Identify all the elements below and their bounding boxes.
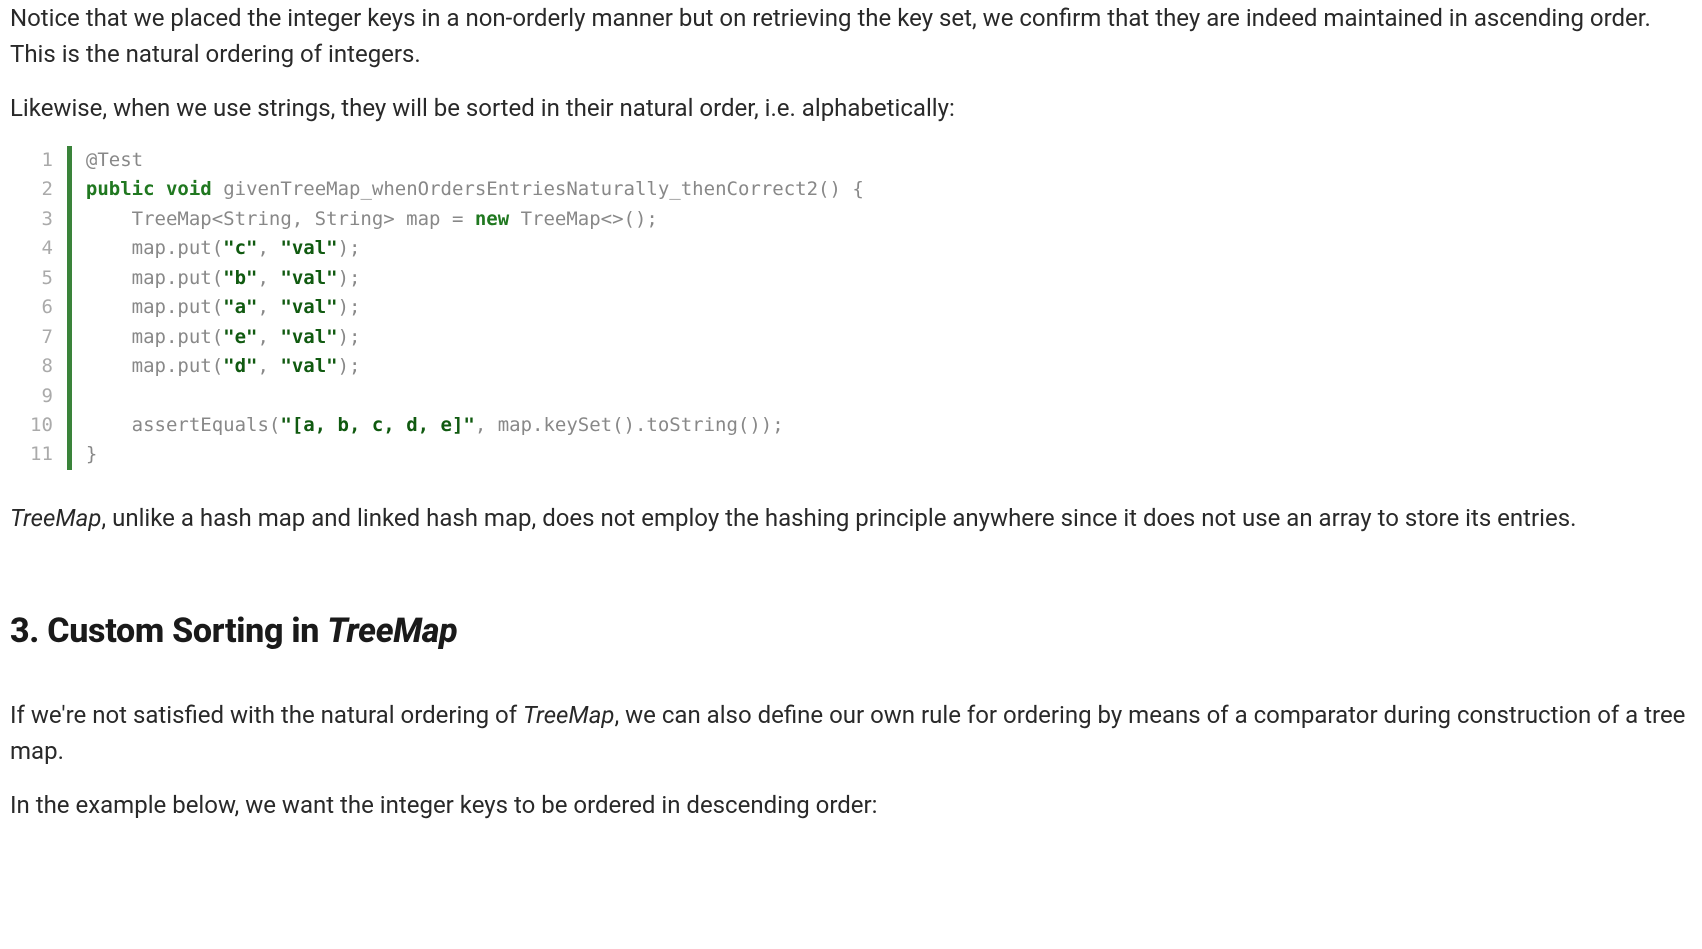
code-line: map.put("e", "val"); — [86, 323, 864, 352]
code-line: map.put("d", "val"); — [86, 352, 864, 381]
treemap-italic: TreeMap — [10, 504, 101, 532]
p4-italic: TreeMap — [523, 701, 614, 729]
code-line-number: 5 — [30, 264, 53, 293]
code-line-number: 1 — [30, 146, 53, 175]
heading-italic: TreeMap — [327, 611, 457, 651]
paragraph-intro-2: Likewise, when we use strings, they will… — [10, 90, 1692, 126]
treemap-note-rest: , unlike a hash map and linked hash map,… — [101, 504, 1576, 532]
code-line: map.put("a", "val"); — [86, 293, 864, 322]
paragraph-custom-sorting-1: If we're not satisfied with the natural … — [10, 697, 1692, 769]
code-gutter: 1234567891011 — [30, 146, 67, 470]
code-line: map.put("b", "val"); — [86, 264, 864, 293]
code-line: @Test — [86, 146, 864, 175]
code-line: map.put("c", "val"); — [86, 234, 864, 263]
code-line — [86, 382, 864, 411]
code-line-number: 11 — [30, 440, 53, 469]
code-line: TreeMap<String, String> map = new TreeMa… — [86, 205, 864, 234]
code-line-number: 9 — [30, 382, 53, 411]
code-line: public void givenTreeMap_whenOrdersEntri… — [86, 175, 864, 204]
paragraph-custom-sorting-2: In the example below, we want the intege… — [10, 787, 1692, 823]
heading-prefix: 3. Custom Sorting in — [10, 611, 327, 651]
code-line-number: 2 — [30, 175, 53, 204]
code-line-number: 6 — [30, 293, 53, 322]
code-line: assertEquals("[a, b, c, d, e]", map.keyS… — [86, 411, 864, 440]
paragraph-intro-1: Notice that we placed the integer keys i… — [10, 0, 1692, 72]
paragraph-treemap-note: TreeMap, unlike a hash map and linked ha… — [10, 500, 1692, 536]
section-heading-custom-sorting: 3. Custom Sorting in TreeMap — [10, 606, 1692, 657]
code-line-number: 8 — [30, 352, 53, 381]
code-line-number: 10 — [30, 411, 53, 440]
p4-a: If we're not satisfied with the natural … — [10, 701, 523, 729]
code-area: @Testpublic void givenTreeMap_whenOrders… — [67, 146, 864, 470]
code-line-number: 3 — [30, 205, 53, 234]
code-line-number: 7 — [30, 323, 53, 352]
code-line-number: 4 — [30, 234, 53, 263]
code-line: } — [86, 440, 864, 469]
code-block: 1234567891011 @Testpublic void givenTree… — [10, 146, 1692, 470]
